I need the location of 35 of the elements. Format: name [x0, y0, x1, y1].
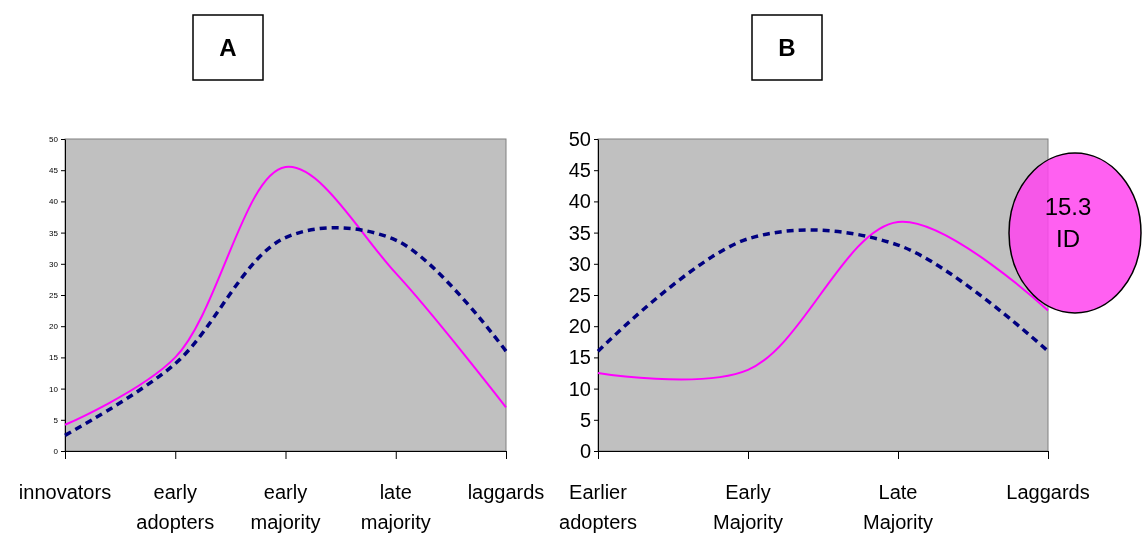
y-tick-label: 25 [49, 291, 59, 301]
y-tick-label: 15 [49, 353, 59, 363]
y-tick-label: 10 [568, 377, 591, 400]
y-tick-label: 30 [49, 259, 59, 269]
y-tick-label: 10 [49, 384, 59, 394]
y-tick-label: 0 [53, 447, 59, 457]
y-tick-label: 40 [568, 190, 591, 213]
annotation: 15.3 ID [1044, 193, 1092, 252]
y-tick-label: 5 [53, 415, 59, 425]
y-tick-label: 5 [579, 408, 591, 431]
chart-title: A [219, 34, 237, 61]
x-tick-label: laggards [467, 481, 545, 503]
x-tick-label: Early Majority [712, 481, 784, 533]
y-tick-label: 35 [49, 228, 59, 238]
y-tick-label: 15 [568, 346, 591, 369]
y-tick-label: 30 [568, 252, 591, 275]
y-tick-label: 20 [49, 322, 59, 332]
x-tick-label: late majority [360, 481, 431, 533]
x-tick-label: Earlier adopters [559, 481, 637, 533]
y-tick-label: 25 [568, 283, 591, 306]
x-tick-label: early adopters [136, 481, 215, 533]
y-tick-label: 0 [579, 439, 591, 462]
y-tick-label: 50 [568, 127, 591, 150]
y-tick-label: 50 [49, 135, 59, 145]
y-tick-label: 45 [49, 166, 59, 176]
chart-title: B [778, 34, 796, 61]
x-tick-label: innovators [18, 481, 112, 503]
x-tick-label: Late Majority [862, 481, 934, 533]
line-series [64, 166, 507, 426]
y-tick-label: 20 [568, 315, 591, 338]
x-tick-label: early majority [250, 481, 321, 533]
y-tick-label: 45 [568, 159, 591, 182]
x-tick-label: Laggards [1006, 481, 1090, 503]
y-tick-label: 35 [568, 221, 591, 244]
y-tick-label: 40 [49, 197, 59, 207]
